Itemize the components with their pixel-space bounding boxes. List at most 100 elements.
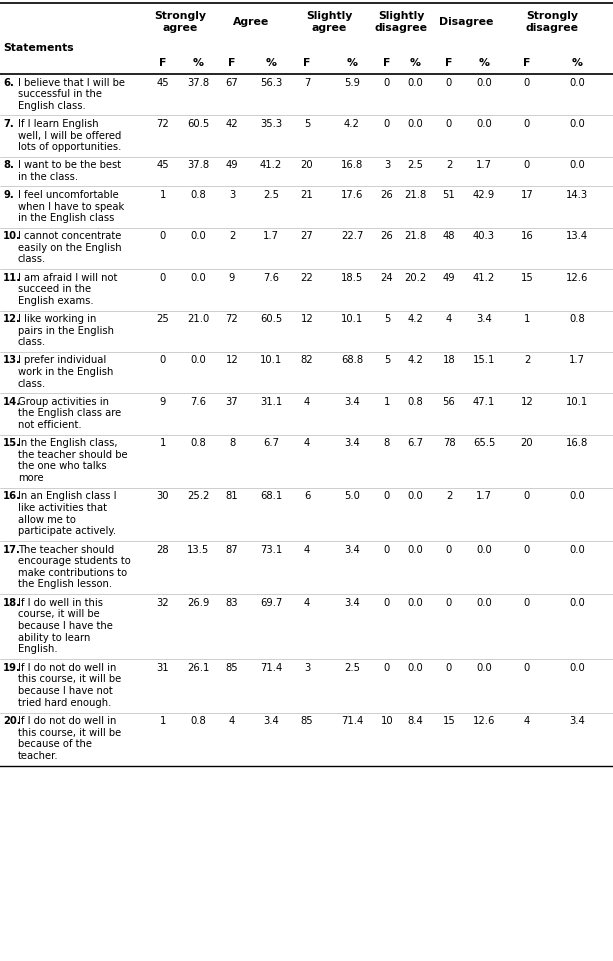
- Text: 0.0: 0.0: [476, 662, 492, 672]
- Text: 0: 0: [524, 78, 530, 87]
- Text: 9: 9: [160, 397, 166, 407]
- Text: 16.8: 16.8: [341, 160, 363, 170]
- Text: 21.8: 21.8: [404, 189, 426, 200]
- Text: 0.0: 0.0: [569, 160, 585, 170]
- Text: %: %: [346, 58, 357, 68]
- Text: I prefer individual
work in the English
class.: I prefer individual work in the English …: [18, 356, 113, 388]
- Text: Slightly
disagree: Slightly disagree: [375, 12, 427, 33]
- Text: 21: 21: [300, 189, 313, 200]
- Text: 7.6: 7.6: [263, 272, 279, 283]
- Text: 12.: 12.: [3, 314, 21, 324]
- Text: 15.: 15.: [3, 438, 21, 448]
- Text: 2: 2: [446, 491, 452, 501]
- Text: 0.0: 0.0: [476, 119, 492, 129]
- Text: 78: 78: [443, 438, 455, 448]
- Text: 1: 1: [160, 438, 166, 448]
- Text: 0: 0: [384, 662, 390, 672]
- Text: 26.1: 26.1: [187, 662, 209, 672]
- Text: Strongly
disagree: Strongly disagree: [525, 12, 579, 33]
- Text: 51: 51: [443, 189, 455, 200]
- Text: 7.6: 7.6: [190, 397, 206, 407]
- Text: 0.0: 0.0: [569, 119, 585, 129]
- Text: 16: 16: [520, 231, 533, 241]
- Text: 10: 10: [381, 715, 394, 726]
- Text: 32: 32: [157, 598, 169, 607]
- Text: 1.7: 1.7: [263, 231, 279, 241]
- Text: 9: 9: [229, 272, 235, 283]
- Text: 24: 24: [381, 272, 394, 283]
- Text: 0: 0: [160, 231, 166, 241]
- Text: 37: 37: [226, 397, 238, 407]
- Text: 4: 4: [524, 715, 530, 726]
- Text: %: %: [265, 58, 276, 68]
- Text: 3.4: 3.4: [344, 397, 360, 407]
- Text: 21.8: 21.8: [404, 231, 426, 241]
- Text: The teacher should
encourage students to
make contributions to
the English lesso: The teacher should encourage students to…: [18, 544, 131, 589]
- Text: 14.: 14.: [3, 397, 21, 407]
- Text: 5: 5: [384, 356, 390, 365]
- Text: 0.0: 0.0: [476, 544, 492, 554]
- Text: %: %: [192, 58, 204, 68]
- Text: 15.1: 15.1: [473, 356, 495, 365]
- Text: 5.9: 5.9: [344, 78, 360, 87]
- Text: 12: 12: [520, 397, 533, 407]
- Text: 3.4: 3.4: [569, 715, 585, 726]
- Text: F: F: [303, 58, 311, 68]
- Text: 0: 0: [524, 160, 530, 170]
- Text: 72: 72: [157, 119, 169, 129]
- Text: 3: 3: [229, 189, 235, 200]
- Text: 41.2: 41.2: [473, 272, 495, 283]
- Text: 0.8: 0.8: [407, 397, 423, 407]
- Text: 60.5: 60.5: [187, 119, 209, 129]
- Text: 0.0: 0.0: [190, 272, 206, 283]
- Text: 3.4: 3.4: [263, 715, 279, 726]
- Text: 1: 1: [384, 397, 390, 407]
- Text: 41.2: 41.2: [260, 160, 282, 170]
- Text: 17.6: 17.6: [341, 189, 363, 200]
- Text: %: %: [571, 58, 582, 68]
- Text: 8.4: 8.4: [407, 715, 423, 726]
- Text: 87: 87: [226, 544, 238, 554]
- Text: 0.0: 0.0: [190, 356, 206, 365]
- Text: 40.3: 40.3: [473, 231, 495, 241]
- Text: 60.5: 60.5: [260, 314, 282, 324]
- Text: 81: 81: [226, 491, 238, 501]
- Text: 2: 2: [229, 231, 235, 241]
- Text: I cannot concentrate
easily on the English
class.: I cannot concentrate easily on the Engli…: [18, 231, 121, 264]
- Text: 85: 85: [301, 715, 313, 726]
- Text: 8: 8: [229, 438, 235, 448]
- Text: 7: 7: [304, 78, 310, 87]
- Text: 16.8: 16.8: [566, 438, 588, 448]
- Text: 49: 49: [226, 160, 238, 170]
- Text: If I learn English
well, I will be offered
lots of opportunities.: If I learn English well, I will be offer…: [18, 119, 121, 152]
- Text: 0: 0: [524, 544, 530, 554]
- Text: 0.0: 0.0: [407, 491, 423, 501]
- Text: 16.: 16.: [3, 491, 21, 501]
- Text: %: %: [479, 58, 490, 68]
- Text: 0.0: 0.0: [407, 544, 423, 554]
- Text: 72: 72: [226, 314, 238, 324]
- Text: 3: 3: [384, 160, 390, 170]
- Text: Agree: Agree: [234, 17, 270, 27]
- Text: 3.4: 3.4: [344, 438, 360, 448]
- Text: 20.2: 20.2: [404, 272, 426, 283]
- Text: 0: 0: [384, 598, 390, 607]
- Text: 2: 2: [446, 160, 452, 170]
- Text: 10.1: 10.1: [566, 397, 588, 407]
- Text: I feel uncomfortable
when I have to speak
in the English class: I feel uncomfortable when I have to spea…: [18, 189, 124, 223]
- Text: 31.1: 31.1: [260, 397, 282, 407]
- Text: 13.: 13.: [3, 356, 21, 365]
- Text: %: %: [409, 58, 421, 68]
- Text: 12: 12: [226, 356, 238, 365]
- Text: 0: 0: [524, 491, 530, 501]
- Text: 0.8: 0.8: [190, 438, 206, 448]
- Text: 65.5: 65.5: [473, 438, 495, 448]
- Text: 68.1: 68.1: [260, 491, 282, 501]
- Text: 0.0: 0.0: [407, 119, 423, 129]
- Text: 18.5: 18.5: [341, 272, 363, 283]
- Text: 4: 4: [304, 438, 310, 448]
- Text: 35.3: 35.3: [260, 119, 282, 129]
- Text: If I do well in this
course, it will be
because I have the
ability to learn
Engl: If I do well in this course, it will be …: [18, 598, 113, 653]
- Text: 56.3: 56.3: [260, 78, 282, 87]
- Text: 5: 5: [384, 314, 390, 324]
